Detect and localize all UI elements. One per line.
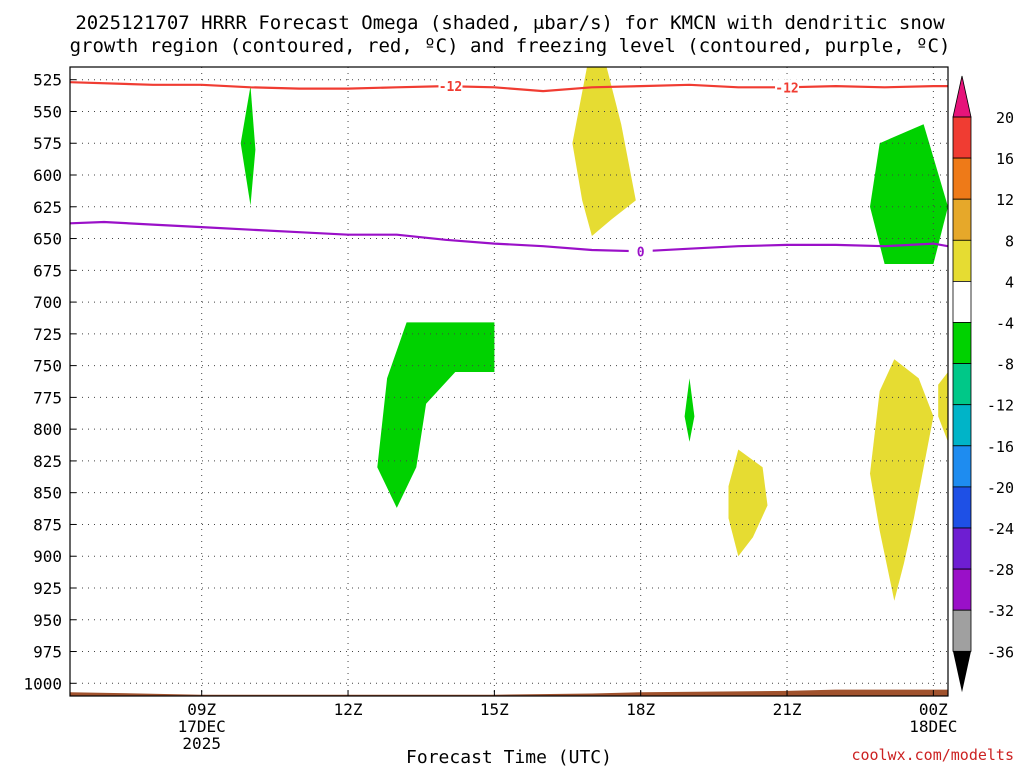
- dgz-contour-label: -12: [775, 81, 798, 96]
- chart-title-line-1: 2025121707 HRRR Forecast Omega (shaded, …: [75, 12, 945, 34]
- y-tick-label: 525: [33, 71, 62, 90]
- colorbar-label: 12: [996, 191, 1014, 209]
- colorbar-label: -36: [987, 643, 1014, 661]
- y-tick-label: 825: [33, 452, 62, 471]
- x-tick-label: 18DEC: [909, 717, 957, 736]
- colorbar-label: -20: [987, 479, 1014, 497]
- y-tick-label: 850: [33, 484, 62, 503]
- colorbar-over-triangle: [953, 76, 971, 117]
- colorbar-label: 4: [1005, 273, 1014, 291]
- plot-content: -12 -12 0: [70, 67, 948, 696]
- colorbar-label: 16: [996, 150, 1014, 168]
- omega-shade-yellow-6: [729, 450, 768, 557]
- y-tick-label: 775: [33, 388, 62, 407]
- x-tick-label: 2025: [182, 734, 221, 753]
- colorbar-band: [953, 446, 971, 487]
- x-tick-label: 18Z: [626, 700, 655, 719]
- freezing-level-contour: [70, 222, 948, 251]
- freezing-level-contour-label: 0: [637, 245, 645, 260]
- y-tick-label: 675: [33, 261, 62, 280]
- colorbar-band: [953, 117, 971, 158]
- colorbar-label: -8: [996, 356, 1014, 374]
- colorbar-band: [953, 199, 971, 240]
- omega-shade-yellow-7: [870, 359, 933, 600]
- dgz-contour-label: -12: [439, 80, 462, 95]
- omega-time-height-chart: 2025121707 HRRR Forecast Omega (shaded, …: [0, 0, 1024, 768]
- colorbar: 20 16 12 8 4 -4 -8 -12 -16 -20 -24 -28 -32 -36: [953, 76, 1014, 692]
- plot-area: -12 -12 0: [70, 67, 948, 696]
- colorbar-band: [953, 487, 971, 528]
- colorbar-label: 8: [1005, 232, 1014, 250]
- y-tick-label: 975: [33, 643, 62, 662]
- colorbar-label: 20: [996, 109, 1014, 127]
- credit-link[interactable]: coolwx.com/modelts: [851, 746, 1014, 764]
- omega-shade-yellow-8: [938, 372, 948, 442]
- colorbar-band: [953, 528, 971, 569]
- omega-shade-green-2: [377, 322, 494, 508]
- y-tick-label: 575: [33, 134, 62, 153]
- y-tick-label: 750: [33, 357, 62, 376]
- colorbar-band: [953, 405, 971, 446]
- colorbar-label: -12: [987, 397, 1014, 415]
- colorbar-band: [953, 240, 971, 281]
- colorbar-band: [953, 323, 971, 364]
- y-tick-label: 625: [33, 198, 62, 217]
- y-tick-label: 650: [33, 230, 62, 249]
- colorbar-under-triangle: [953, 651, 971, 692]
- x-tick-label: 12Z: [334, 700, 363, 719]
- colorbar-label: -16: [987, 438, 1014, 456]
- omega-shade-yellow-5: [572, 67, 635, 236]
- omega-shade-green-1: [241, 86, 256, 205]
- colorbar-label: -28: [987, 561, 1014, 579]
- chart-title-line-2: growth region (contoured, red, ºC) and f…: [70, 35, 951, 57]
- colorbar-band: [953, 569, 971, 610]
- y-tick-label: 600: [33, 166, 62, 185]
- y-tick-label: 550: [33, 102, 62, 121]
- dgz-contour: [70, 82, 948, 91]
- y-axis-ticks: 525 550 575 600 625 650 675 700 725 750 775 800 825 8…: [23, 71, 76, 694]
- x-tick-label: 21Z: [773, 700, 802, 719]
- x-tick-label: 15Z: [480, 700, 509, 719]
- y-tick-label: 900: [33, 547, 62, 566]
- y-tick-label: 925: [33, 579, 62, 598]
- y-tick-label: 800: [33, 420, 62, 439]
- colorbar-band: [953, 158, 971, 199]
- colorbar-label: -32: [987, 602, 1014, 620]
- y-tick-label: 1000: [23, 674, 62, 693]
- colorbar-label: -4: [996, 315, 1014, 333]
- x-axis-label: Forecast Time (UTC): [406, 747, 612, 768]
- y-tick-label: 950: [33, 611, 62, 630]
- colorbar-label: -24: [987, 520, 1014, 538]
- colorbar-band: [953, 610, 971, 651]
- y-tick-label: 725: [33, 325, 62, 344]
- colorbar-band: [953, 364, 971, 405]
- y-tick-label: 700: [33, 293, 62, 312]
- colorbar-band: [953, 281, 971, 322]
- omega-shade-green-3: [685, 378, 695, 442]
- y-tick-label: 875: [33, 515, 62, 534]
